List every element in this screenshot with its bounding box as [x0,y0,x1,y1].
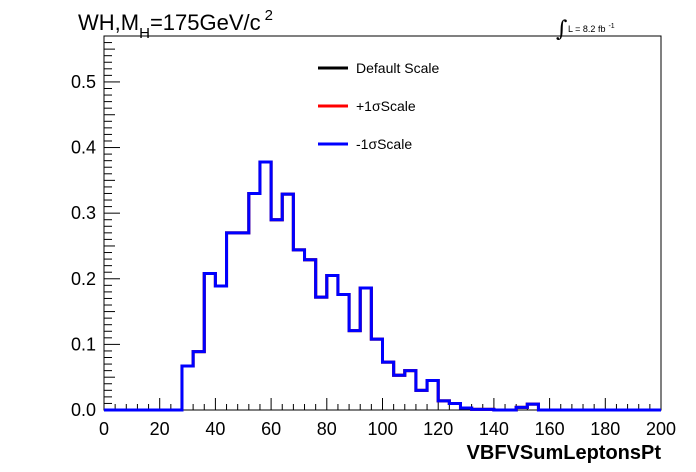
series-layer [104,160,661,412]
x-tick-label: 60 [261,419,281,439]
x-tick-label: 120 [423,419,453,439]
y-tick-label: 0.2 [71,269,96,289]
legend-label: -1σScale [356,136,412,152]
x-tick-label: 100 [367,419,397,439]
x-tick-label: 180 [590,419,620,439]
x-tick-label: 20 [150,419,170,439]
title-superscript: 2 [265,7,273,24]
integral-symbol: ∫ [556,17,568,42]
x-tick-label: 40 [205,419,225,439]
title-subscript: H [139,25,150,42]
luminosity-text: L = 8.2 fb [568,24,605,34]
y-axis: 0.0 0.1 0.2 0.3 0.4 0.5 [71,35,120,420]
histogram-series-line [104,160,661,412]
chart-title: WH,MH=175GeV/c 2 [78,7,273,42]
y-tick-label: 0.5 [71,72,96,92]
svg-text:WH,MH=175GeV/c2: WH,MH=175GeV/c 2 [78,7,273,42]
x-tick-label: 200 [646,419,676,439]
x-tick-label: 80 [317,419,337,439]
legend: Default Scale +1σScale -1σScale [318,60,439,152]
svg-text:L = 8.2 fb-1: L = 8.2 fb -1 [568,23,615,34]
x-axis: 0 20 40 60 80 100 120 140 160 180 200 [99,398,676,439]
y-tick-label: 0.0 [71,400,96,420]
legend-label: +1σScale [356,98,416,114]
y-tick-label: 0.4 [71,138,96,158]
title-prefix: WH,M [78,10,139,35]
x-tick-label: 0 [99,419,109,439]
y-tick-label: 0.3 [71,203,96,223]
legend-label: Default Scale [356,60,439,76]
title-main-text: =175GeV/c [150,10,261,35]
luminosity-superscript: -1 [608,23,614,30]
x-axis-label: VBFVSumLeptonsPt [467,442,662,464]
y-tick-label: 0.1 [71,334,96,354]
x-tick-label: 160 [535,419,565,439]
x-tick-label: 140 [479,419,509,439]
